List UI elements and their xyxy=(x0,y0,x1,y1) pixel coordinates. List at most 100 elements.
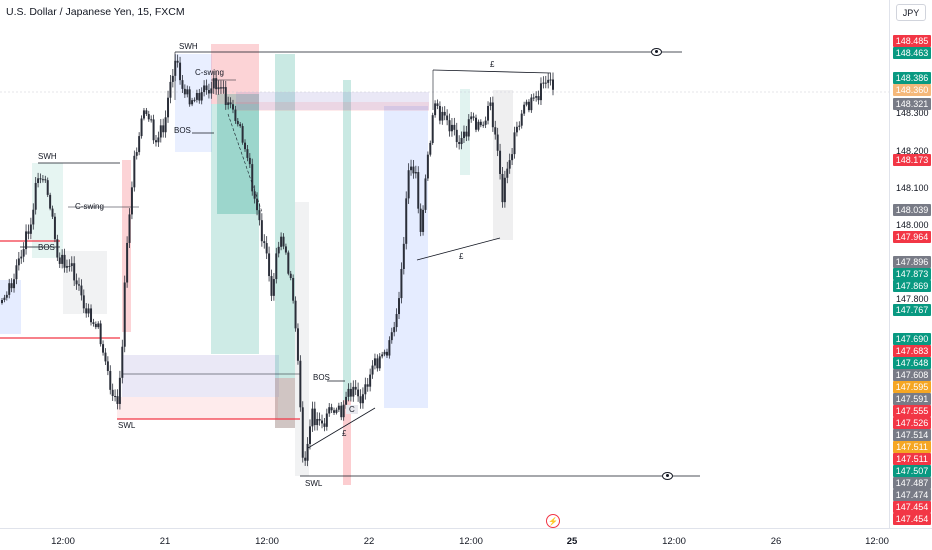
candle-body xyxy=(366,384,369,387)
zone-box xyxy=(117,397,278,419)
candle-body xyxy=(75,280,78,285)
candle-body xyxy=(140,118,143,137)
candle-body xyxy=(13,279,16,289)
candle-body xyxy=(491,102,494,128)
candle-body xyxy=(407,170,410,199)
candle-body xyxy=(56,239,59,258)
annotation-line xyxy=(227,113,263,213)
candle-body xyxy=(549,79,552,81)
candle-body xyxy=(102,344,105,353)
candle-body xyxy=(61,254,64,264)
candle-body xyxy=(210,88,213,94)
candle-body xyxy=(5,294,8,298)
candle-body xyxy=(378,356,381,369)
candle-body xyxy=(169,81,172,98)
candle-body xyxy=(82,295,85,309)
candle-body xyxy=(188,89,191,105)
candle-body xyxy=(277,246,280,254)
candle-body xyxy=(390,332,393,341)
candle-body xyxy=(138,136,141,153)
candle-body xyxy=(150,119,153,121)
price-label: 147.896 xyxy=(893,256,931,268)
candle-body xyxy=(133,155,136,188)
candle-body xyxy=(393,327,396,333)
candle-body xyxy=(515,126,518,133)
candle-body xyxy=(287,252,290,274)
candle-body xyxy=(268,253,271,277)
candle-body xyxy=(10,283,13,289)
eye-icon[interactable] xyxy=(651,48,662,56)
candle-body xyxy=(1,300,3,303)
chart-plot-area[interactable]: U.S. Dollar / Japanese Yen, 15, FXCM SWH… xyxy=(0,0,889,528)
price-label: 147.514 xyxy=(893,429,931,441)
candle-body xyxy=(154,140,157,143)
candle-body xyxy=(328,407,331,414)
candle-body xyxy=(530,97,533,111)
candle-body xyxy=(330,407,333,411)
candle-body xyxy=(400,268,403,299)
time-scale[interactable] xyxy=(0,528,932,550)
candle-body xyxy=(104,352,107,362)
candle-body xyxy=(325,413,328,427)
candle-body xyxy=(251,164,254,192)
price-label: 147.869 xyxy=(893,280,931,292)
candle-body xyxy=(236,120,239,125)
candle-body xyxy=(294,300,297,329)
candle-body xyxy=(256,198,259,211)
candle-body xyxy=(426,154,429,179)
candle-body xyxy=(147,114,150,120)
time-label: 21 xyxy=(159,536,171,547)
candle-body xyxy=(388,340,391,356)
candle-body xyxy=(470,116,473,120)
candle-body xyxy=(97,323,100,328)
candle-body xyxy=(503,177,506,203)
annotation-line xyxy=(416,237,501,261)
candle-body xyxy=(417,172,420,209)
symbol-title[interactable]: U.S. Dollar / Japanese Yen, 15, FXCM xyxy=(6,6,185,18)
candle-body xyxy=(109,370,112,390)
candle-body xyxy=(152,119,155,141)
liquidity-label: £ xyxy=(490,60,495,69)
candlestick-chart[interactable] xyxy=(0,0,889,528)
eye-icon[interactable] xyxy=(662,472,673,480)
candle-body xyxy=(80,285,83,296)
time-label: 22 xyxy=(363,536,375,547)
candle-body xyxy=(398,298,401,315)
time-label: 12:00 xyxy=(255,536,279,547)
candle-body xyxy=(381,354,384,357)
candle-body xyxy=(181,80,184,89)
candle-body xyxy=(17,258,20,266)
time-label: 12:00 xyxy=(51,536,75,547)
price-tick: 148.100 xyxy=(896,183,929,193)
candle-body xyxy=(359,396,362,404)
candle-body xyxy=(520,113,523,126)
candle-body xyxy=(352,386,355,397)
time-label: 12:00 xyxy=(865,536,889,547)
price-label: 147.595 xyxy=(893,381,931,393)
candle-body xyxy=(552,79,554,90)
candle-body xyxy=(446,115,449,121)
candle-body xyxy=(535,96,538,98)
zone-box xyxy=(217,94,259,214)
candle-body xyxy=(70,263,73,267)
candle-body xyxy=(224,87,227,105)
zone-box xyxy=(0,280,21,334)
annotation-line xyxy=(432,69,551,74)
candle-body xyxy=(212,78,215,89)
candle-body xyxy=(318,418,321,421)
candle-body xyxy=(142,110,145,119)
candle-body xyxy=(258,210,261,221)
price-label: 148.039 xyxy=(893,204,931,216)
candle-body xyxy=(126,242,129,283)
currency-button[interactable]: JPY xyxy=(896,4,926,21)
price-label: 147.648 xyxy=(893,357,931,369)
bos-label: BOS xyxy=(38,243,55,252)
price-label: 147.511 xyxy=(893,453,931,465)
candle-body xyxy=(455,129,458,143)
candle-body xyxy=(121,346,124,378)
candle-body xyxy=(222,87,225,89)
candle-body xyxy=(159,125,162,138)
zone-box xyxy=(275,54,295,428)
lightning-icon[interactable]: ⚡ xyxy=(546,514,560,528)
candle-body xyxy=(162,125,165,133)
